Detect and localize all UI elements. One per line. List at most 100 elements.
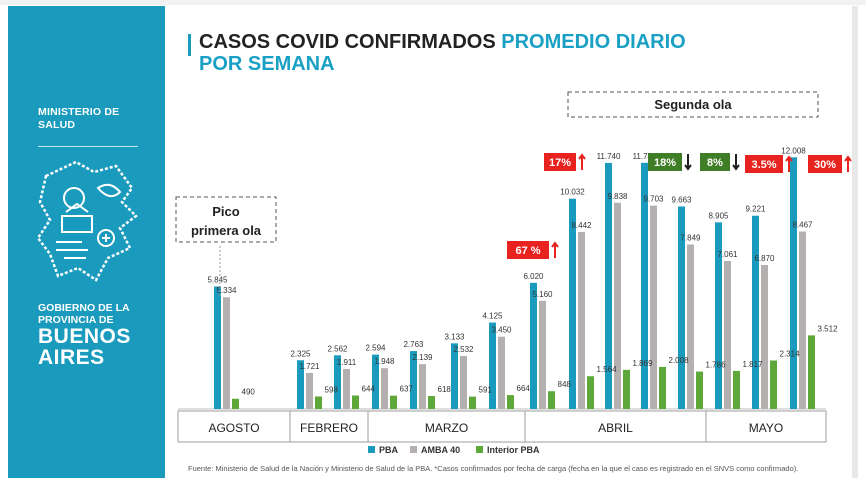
bar-interior-pba-1 (315, 396, 322, 409)
bar-interior-pba-7 (548, 391, 555, 409)
title-line2: POR SEMANA (199, 53, 335, 75)
arrow-up-icon (785, 155, 793, 172)
value-label: 7.849 (680, 233, 701, 242)
arrow-up-icon (578, 153, 586, 170)
value-label: 6.020 (523, 272, 544, 281)
value-label: 2.594 (365, 344, 386, 353)
sidebar: MINISTERIO DE SALUD GOBIERNO DE LA PROVI… (8, 6, 165, 478)
page-title: CASOS COVID CONFIRMADOS PROMEDIO DIARIO … (199, 31, 686, 75)
value-label: 637 (400, 385, 414, 394)
bar-interior-pba-12 (733, 370, 740, 409)
value-label: 1.869 (633, 359, 654, 368)
value-label: 1.911 (337, 358, 357, 367)
bar-pba-10 (641, 162, 648, 409)
bar-amba-40-12 (724, 261, 731, 409)
footer-source: Fuente: Ministerio de Salud de la Nación… (188, 464, 799, 473)
change-badge (648, 153, 682, 171)
segunda-ola-label: Segunda ola (654, 97, 732, 112)
bar-pba-13 (752, 215, 759, 409)
legend-pba-swatch (368, 446, 375, 453)
value-label: 1.564 (597, 365, 618, 374)
gobierno-label: GOBIERNO DE LA PROVINCIA DE (38, 302, 130, 326)
bar-amba-40-7 (539, 300, 546, 409)
value-label: 10.032 (560, 188, 585, 197)
value-label: 2.562 (327, 344, 348, 353)
bar-interior-pba-5 (469, 396, 476, 409)
pico-line1: Pico (212, 204, 240, 219)
aires-word: AIRES (38, 346, 105, 369)
sidebar-divider (38, 146, 138, 147)
month-label-febrero: FEBRERO (300, 421, 358, 435)
value-label: 644 (362, 385, 376, 394)
bar-amba-40-9 (614, 202, 621, 409)
value-label: 2.139 (412, 353, 433, 362)
bar-interior-pba-4 (428, 396, 435, 409)
bar-interior-pba-6 (507, 395, 514, 409)
bar-pba-4 (410, 351, 417, 409)
month-box-2021 (289, 410, 827, 443)
bar-interior-pba-8 (587, 376, 594, 409)
arrow-down-icon (732, 154, 740, 171)
bar-interior-pba-13 (770, 360, 777, 409)
bar-pba-8 (569, 198, 576, 409)
value-label: 11.740 (597, 152, 621, 161)
month-label-marzo: MARZO (425, 421, 468, 435)
gobierno-line1: GOBIERNO DE LA (38, 302, 130, 314)
value-label: 3.133 (444, 332, 465, 341)
province-map-icon (36, 160, 138, 282)
bar-pba-14 (790, 157, 797, 409)
value-label: 11.746 (633, 152, 657, 161)
bar-pba-0 (214, 286, 221, 409)
bar-amba-40-1 (306, 372, 313, 409)
gobierno-line2: PROVINCIA DE (38, 314, 114, 326)
bar-pba-11 (678, 206, 685, 409)
change-badge-label: 18% (654, 157, 676, 169)
bar-amba-40-4 (419, 364, 426, 409)
change-badge (745, 155, 783, 173)
buenos-aires-logo-text: BUENOS AIRES (38, 326, 131, 368)
bar-amba-40-10 (650, 205, 657, 409)
bar-amba-40-14 (799, 231, 806, 409)
value-label: 2.314 (780, 349, 801, 358)
value-label: 618 (438, 385, 452, 394)
arrow-up-icon (551, 241, 559, 258)
bar-amba-40-5 (460, 355, 467, 409)
change-badge-label: 17% (549, 157, 571, 169)
month-label-agosto: AGOSTO (208, 421, 259, 435)
value-label: 8.905 (708, 211, 729, 220)
arrow-down-icon (684, 154, 692, 171)
change-badge (808, 155, 842, 173)
value-label: 9.221 (745, 205, 766, 214)
ministerio-line2: SALUD (38, 119, 76, 131)
value-label: 848 (558, 380, 572, 389)
bar-pba-1 (297, 360, 304, 409)
legend-interior-label: Interior PBA (487, 445, 540, 455)
bar-pba-7 (530, 282, 537, 409)
change-badge-label: 67 % (515, 245, 540, 257)
bar-pba-5 (451, 343, 458, 409)
title-part2: PROMEDIO DIARIO (501, 31, 686, 53)
month-label-mayo: MAYO (749, 421, 783, 435)
bar-amba-40-6 (498, 336, 505, 409)
change-badge-label: 30% (814, 159, 836, 171)
value-label: 8.467 (792, 221, 813, 230)
bar-pba-3 (372, 354, 379, 409)
value-label: 6.870 (754, 254, 775, 263)
value-label: 591 (479, 386, 493, 395)
value-label: 12.008 (781, 146, 806, 155)
value-label: 7.061 (717, 250, 738, 259)
bar-interior-pba-9 (623, 369, 630, 409)
segunda-ola-box (567, 91, 819, 118)
bar-interior-pba-3 (390, 395, 397, 409)
bar-interior-pba-2 (352, 395, 359, 409)
value-label: 8.442 (571, 221, 592, 230)
change-badge-label: 8% (707, 157, 723, 169)
buenos-word: BUENOS (38, 325, 131, 348)
value-label: 2.763 (403, 340, 424, 349)
ministerio-line1: MINISTERIO DE (38, 106, 120, 118)
legend-interior-swatch (476, 446, 483, 453)
bar-interior-pba-10 (659, 366, 666, 409)
bar-interior-pba-14 (808, 335, 815, 409)
value-label: 9.838 (607, 192, 628, 201)
